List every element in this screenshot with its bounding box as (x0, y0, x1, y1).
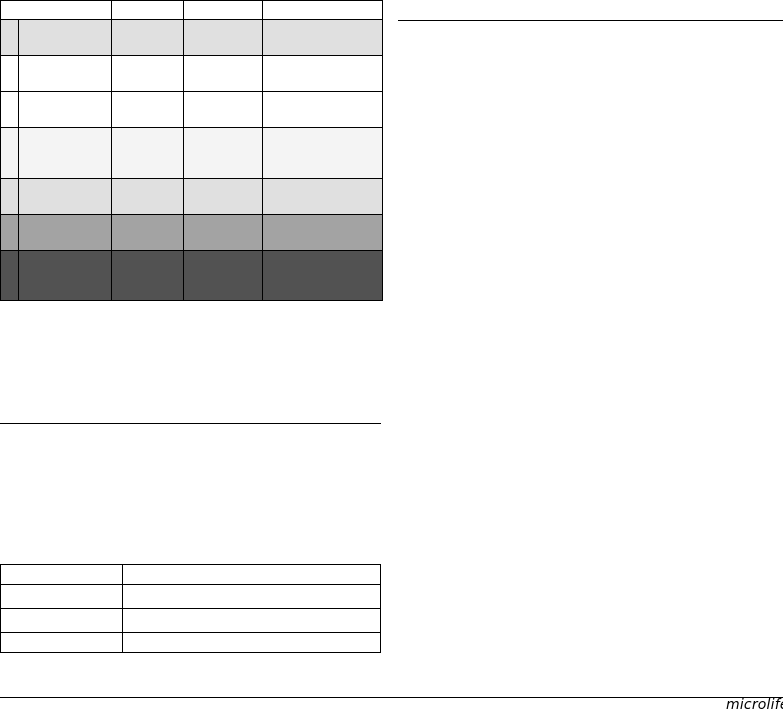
table-cell (0, 214, 19, 251)
table-cell (262, 127, 383, 179)
table-cell (18, 127, 112, 179)
table-cell (0, 178, 19, 215)
table-cell (0, 564, 123, 585)
footer-rule (0, 697, 783, 698)
table-cell (183, 214, 263, 251)
table-cell (183, 250, 263, 301)
table-cell (183, 178, 263, 215)
table-cell (0, 250, 19, 301)
table-cell (111, 250, 184, 301)
table-cell (111, 178, 184, 215)
table-cell (262, 178, 383, 215)
table-cell (183, 91, 263, 128)
table-cell (111, 19, 184, 56)
table-cell (111, 214, 184, 251)
table-cell (262, 91, 383, 128)
table-cell (122, 632, 381, 653)
table-cell (122, 608, 381, 633)
table-cell (262, 0, 383, 20)
table-cell (262, 250, 383, 301)
table-cell (0, 608, 123, 633)
table-cell (0, 632, 123, 653)
table-cell (18, 19, 112, 56)
table-cell (18, 55, 112, 92)
table-cell (0, 19, 19, 56)
table-cell (18, 214, 112, 251)
table-cell (111, 55, 184, 92)
table-cell (111, 0, 184, 20)
table-cell (122, 564, 381, 585)
microlife-logo: microlife (726, 697, 783, 713)
table-cell (183, 0, 263, 20)
table-cell (111, 127, 184, 179)
table-cell (262, 55, 383, 92)
table-cell (0, 127, 19, 179)
table-cell (0, 55, 19, 92)
table-cell (122, 584, 381, 609)
table-cell (18, 178, 112, 215)
table-cell (262, 214, 383, 251)
table-cell (111, 91, 184, 128)
table-cell (183, 19, 263, 56)
table-cell (0, 584, 123, 609)
table-cell (18, 91, 112, 128)
table-cell (0, 0, 112, 20)
right-column-divider (398, 20, 783, 21)
table-cell (262, 19, 383, 56)
table-cell (18, 250, 112, 301)
section-divider (0, 423, 381, 424)
table-cell (183, 55, 263, 92)
table-cell (183, 127, 263, 179)
table-cell (0, 91, 19, 128)
